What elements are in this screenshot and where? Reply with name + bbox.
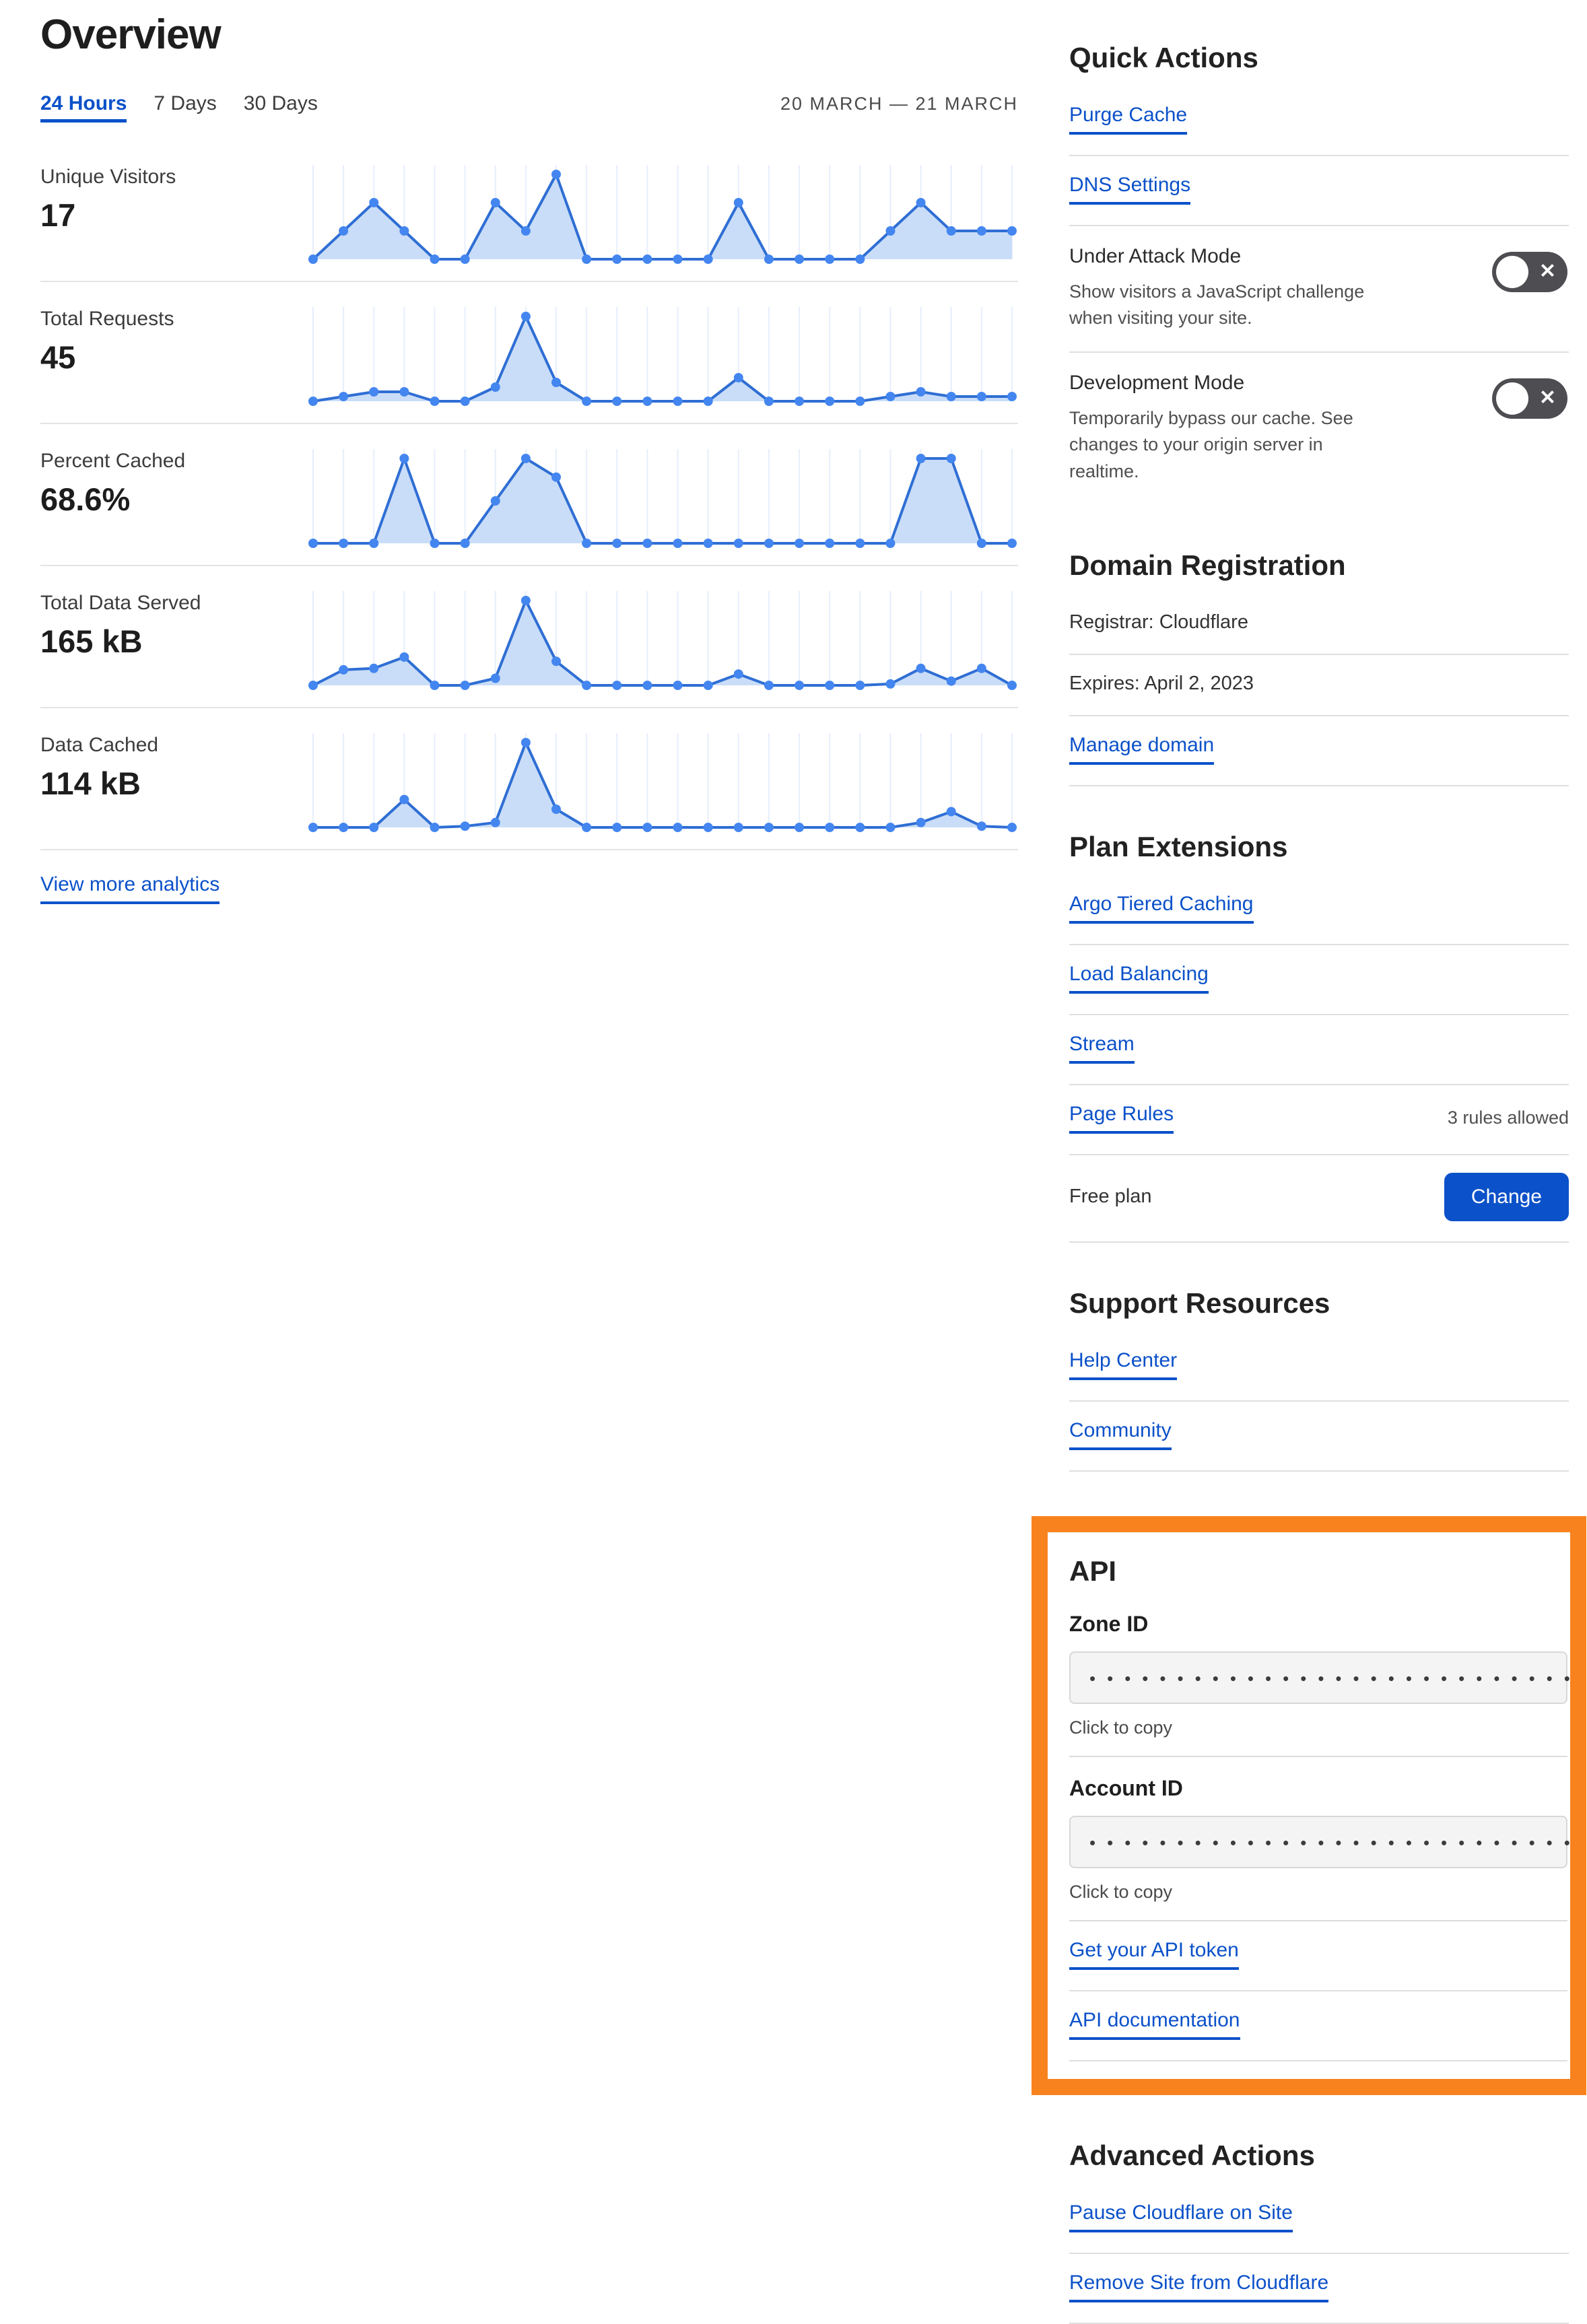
metric-label: Total Data Served bbox=[40, 592, 201, 614]
metric-value: 68.6% bbox=[40, 481, 131, 517]
date-range-label: 20 MARCH — 21 MARCH bbox=[780, 94, 1018, 114]
toggle-title: Under Attack Mode bbox=[1069, 245, 1242, 267]
metric-rows: Unique Visitors 17 Total Requests 45 Per… bbox=[40, 140, 1018, 850]
registrar-row: Registrar: Cloudflare bbox=[1069, 594, 1569, 655]
metric-value: 17 bbox=[40, 197, 76, 233]
x-icon: ✕ bbox=[1539, 386, 1556, 409]
section-quick-actions: Quick Actions Purge Cache DNS Settings U… bbox=[1069, 42, 1569, 505]
sidebar: Quick Actions Purge Cache DNS Settings U… bbox=[1032, 42, 1586, 2324]
metric-value: 45 bbox=[40, 339, 76, 375]
section-title: API bbox=[1069, 1554, 1117, 1587]
purge-cache-link[interactable]: Purge Cache bbox=[1069, 104, 1188, 135]
sparkline-total-requests bbox=[308, 307, 1017, 406]
section-title: Advanced Actions bbox=[1069, 2139, 1315, 2171]
tab-7-days[interactable]: 7 Days bbox=[154, 92, 217, 114]
divider bbox=[1069, 1755, 1567, 1757]
section-advanced-actions: Advanced Actions Pause Cloudflare on Sit… bbox=[1069, 2140, 1569, 2324]
link-row: Pause Cloudflare on Site bbox=[1069, 2184, 1569, 2254]
view-more-analytics-link[interactable]: View more analytics bbox=[40, 873, 220, 904]
plan-label: Free plan bbox=[1069, 1186, 1152, 1208]
masked-value: •••••••••••••••••••••••••••• bbox=[1089, 1833, 1582, 1853]
section-title: Support Resources bbox=[1069, 1287, 1330, 1319]
stream-link[interactable]: Stream bbox=[1069, 1033, 1135, 1064]
click-to-copy-hint: Click to copy bbox=[1069, 1881, 1173, 1902]
section-title: Quick Actions bbox=[1069, 42, 1258, 73]
metric-value: 165 kB bbox=[40, 623, 143, 659]
account-id-field[interactable]: •••••••••••••••••••••••••••• bbox=[1069, 1815, 1570, 1868]
development-mode-toggle[interactable]: ✕ bbox=[1492, 378, 1567, 419]
manage-domain-link[interactable]: Manage domain bbox=[1069, 734, 1215, 765]
link-row: Argo Tiered Caching bbox=[1069, 875, 1569, 945]
argo-tiered-caching-link[interactable]: Argo Tiered Caching bbox=[1069, 893, 1254, 924]
api-documentation-link[interactable]: API documentation bbox=[1069, 2009, 1240, 2040]
remove-site-link[interactable]: Remove Site from Cloudflare bbox=[1069, 2271, 1329, 2302]
sparkline-percent-cached bbox=[308, 449, 1017, 548]
time-range-tabs: 24 Hours 7 Days 30 Days 20 MARCH — 21 MA… bbox=[40, 92, 1018, 123]
link-row: Stream bbox=[1069, 1015, 1569, 1085]
x-icon: ✕ bbox=[1539, 260, 1556, 283]
divider bbox=[1069, 1919, 1567, 1921]
load-balancing-link[interactable]: Load Balancing bbox=[1069, 963, 1209, 994]
account-id-label: Account ID bbox=[1069, 1775, 1183, 1800]
metric-label: Total Requests bbox=[40, 308, 174, 330]
metric-label: Data Cached bbox=[40, 734, 159, 756]
section-domain-registration: Domain Registration Registrar: Cloudflar… bbox=[1069, 549, 1569, 786]
link-row: Get your API token bbox=[1069, 1921, 1567, 1991]
rules-allowed-note: 3 rules allowed bbox=[1447, 1107, 1569, 1128]
change-plan-button[interactable]: Change bbox=[1444, 1172, 1569, 1221]
toggle-description: Temporarily bypass our cache. See change… bbox=[1069, 408, 1353, 481]
tab-30-days[interactable]: 30 Days bbox=[243, 92, 318, 114]
click-to-copy-hint: Click to copy bbox=[1069, 1717, 1173, 1738]
toggle-description: Show visitors a JavaScript challenge whe… bbox=[1069, 281, 1365, 329]
expires-row: Expires: April 2, 2023 bbox=[1069, 655, 1569, 716]
zone-id-label: Zone ID bbox=[1069, 1611, 1149, 1636]
section-title: Domain Registration bbox=[1069, 549, 1346, 581]
link-row: Remove Site from Cloudflare bbox=[1069, 2254, 1569, 2324]
metric-label: Percent Cached bbox=[40, 450, 186, 472]
metric-label: Unique Visitors bbox=[40, 166, 176, 188]
link-row: Load Balancing bbox=[1069, 945, 1569, 1015]
section-title: Plan Extensions bbox=[1069, 830, 1288, 862]
metric-row-total-data-served: Total Data Served 165 kB bbox=[40, 566, 1018, 708]
link-row: Manage domain bbox=[1069, 716, 1569, 786]
masked-value: •••••••••••••••••••••••••••• bbox=[1089, 1668, 1582, 1689]
page-rules-link[interactable]: Page Rules bbox=[1069, 1103, 1174, 1134]
metric-row-data-cached: Data Cached 114 kB bbox=[40, 708, 1018, 850]
metric-value: 114 kB bbox=[40, 765, 141, 801]
sparkline-total-data-served bbox=[308, 591, 1017, 690]
link-row: Purge Cache bbox=[1069, 86, 1569, 156]
section-support-resources: Support Resources Help Center Community bbox=[1069, 1287, 1569, 1472]
tab-24-hours[interactable]: 24 Hours bbox=[40, 92, 127, 123]
under-attack-mode-toggle[interactable]: ✕ bbox=[1492, 252, 1567, 292]
metric-row-unique-visitors: Unique Visitors 17 bbox=[40, 140, 1018, 282]
pause-cloudflare-link[interactable]: Pause Cloudflare on Site bbox=[1069, 2201, 1293, 2232]
zone-id-field[interactable]: •••••••••••••••••••••••••••• bbox=[1069, 1651, 1570, 1704]
analytics-panel: Overview 24 Hours 7 Days 30 Days 20 MARC… bbox=[40, 0, 1018, 904]
under-attack-mode-row: Under Attack Mode Show visitors a JavaSc… bbox=[1069, 226, 1569, 353]
link-row: Community bbox=[1069, 1402, 1569, 1472]
link-row: DNS Settings bbox=[1069, 156, 1569, 226]
community-link[interactable]: Community bbox=[1069, 1419, 1172, 1450]
toggle-knob bbox=[1496, 382, 1528, 415]
dns-settings-link[interactable]: DNS Settings bbox=[1069, 174, 1191, 205]
get-api-token-link[interactable]: Get your API token bbox=[1069, 1939, 1239, 1970]
toggle-title: Development Mode bbox=[1069, 372, 1245, 395]
api-section-highlight: API Zone ID ••••••••••••••••••••••••••••… bbox=[1032, 1515, 1586, 2095]
help-center-link[interactable]: Help Center bbox=[1069, 1349, 1178, 1380]
toggle-knob bbox=[1496, 256, 1528, 288]
page-rules-row: Page Rules 3 rules allowed bbox=[1069, 1085, 1569, 1155]
development-mode-row: Development Mode Temporarily bypass our … bbox=[1069, 353, 1569, 504]
plan-row: Free plan Change bbox=[1069, 1155, 1569, 1243]
section-plan-extensions: Plan Extensions Argo Tiered Caching Load… bbox=[1069, 831, 1569, 1243]
page-title: Overview bbox=[40, 11, 222, 58]
metric-row-percent-cached: Percent Cached 68.6% bbox=[40, 424, 1018, 566]
link-row: Help Center bbox=[1069, 1332, 1569, 1402]
sparkline-data-cached bbox=[308, 733, 1017, 832]
link-row: API documentation bbox=[1069, 1991, 1567, 2061]
sparkline-unique-visitors bbox=[308, 165, 1017, 264]
metric-row-total-requests: Total Requests 45 bbox=[40, 282, 1018, 424]
